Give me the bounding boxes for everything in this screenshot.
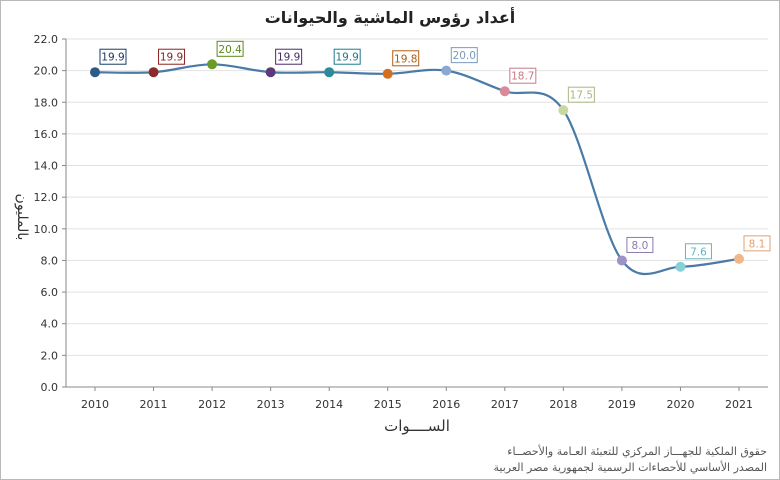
data-label: 19.9 <box>160 52 183 64</box>
data-label-box <box>392 50 420 67</box>
data-label: 19.8 <box>394 53 417 65</box>
grid-lines <box>66 38 768 388</box>
data-point <box>734 253 744 264</box>
data-label: 20.0 <box>453 50 476 62</box>
y-tick-label: 14.0 <box>34 160 59 173</box>
data-point <box>558 105 569 116</box>
data-label: 8.0 <box>632 240 649 252</box>
y-axis-label: بالمليون <box>14 194 30 241</box>
data-point <box>90 67 100 78</box>
axes: 0.0 2.0 4.0 6.0 8.0 10.0 12.0 14.0 16.0 18.0 20.0 2… <box>34 33 768 411</box>
x-tick-label: 2020 <box>666 398 694 411</box>
x-axis-label: الســــوات <box>384 417 450 435</box>
data-point <box>616 255 627 266</box>
data-point <box>499 86 510 97</box>
footer-copyright: حقوق الملكية للجهـــاز المركزي للتعبئة ا… <box>507 445 767 458</box>
data-point <box>265 67 276 78</box>
data-label: 17.5 <box>570 90 593 102</box>
plot-area <box>66 39 768 387</box>
data-label: 19.9 <box>277 52 300 64</box>
data-points <box>90 59 744 272</box>
data-label: 19.9 <box>335 52 358 64</box>
x-tick-label: 2021 <box>725 398 753 411</box>
data-label-box <box>567 86 595 103</box>
data-label-box <box>509 67 537 84</box>
chart-title: أعداد رؤوس الماشية والحيوانات <box>265 7 516 27</box>
y-tick-label: 16.0 <box>34 128 59 141</box>
footer-source: المصدر الأساسي للأحصاءات الرسمية لجمهوري… <box>493 461 767 474</box>
data-label: 7.6 <box>690 246 707 258</box>
data-label: 19.9 <box>101 52 124 64</box>
x-tick-label: 2018 <box>549 398 577 411</box>
data-label-box <box>99 48 127 65</box>
data-point <box>207 59 218 70</box>
x-tick-label: 2013 <box>257 398 285 411</box>
y-tick-label: 4.0 <box>41 318 59 331</box>
x-tick-label: 2010 <box>81 398 109 411</box>
y-tick-label: 0.0 <box>41 381 59 394</box>
data-point <box>675 261 686 272</box>
y-tick-label: 18.0 <box>34 96 59 109</box>
y-tick-label: 6.0 <box>41 286 59 299</box>
data-label: 20.4 <box>218 44 242 56</box>
data-labels: 19.9 19.9 20.4 19.9 19.9 19.8 20.0 18.7 17.5 8.0 7… <box>99 40 771 260</box>
y-tick-label: 10.0 <box>34 223 59 236</box>
data-point <box>382 68 393 79</box>
data-label-box <box>216 40 244 57</box>
y-tick-label: 8.0 <box>41 254 59 267</box>
data-point <box>324 67 335 78</box>
data-label-box <box>450 47 478 64</box>
x-tick-label: 2019 <box>608 398 636 411</box>
data-label-box <box>684 243 712 260</box>
y-tick-label: 20.0 <box>34 65 59 78</box>
data-point <box>441 65 452 76</box>
data-label-box <box>275 48 303 65</box>
data-point <box>148 67 159 78</box>
x-tick-label: 2016 <box>432 398 460 411</box>
x-tick-label: 2015 <box>374 398 402 411</box>
x-tick-label: 2017 <box>491 398 519 411</box>
y-tick-label: 22.0 <box>34 33 59 46</box>
data-label-box <box>743 235 771 252</box>
y-tick-label: 12.0 <box>34 191 59 204</box>
x-tick-label: 2011 <box>140 398 168 411</box>
data-label-box <box>333 48 361 65</box>
data-label: 8.1 <box>749 238 766 250</box>
x-tick-label: 2014 <box>315 398 343 411</box>
data-label-box <box>626 236 654 253</box>
y-tick-label: 2.0 <box>41 349 59 362</box>
data-label: 18.7 <box>511 71 534 83</box>
x-tick-label: 2012 <box>198 398 226 411</box>
data-label-box <box>158 48 186 65</box>
